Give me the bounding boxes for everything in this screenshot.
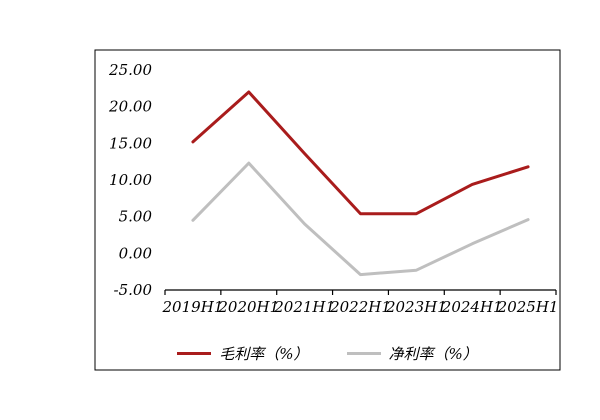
net-margin-series-line <box>191 161 530 277</box>
y-axis-tick-label: -5.00 <box>114 281 153 299</box>
x-axis-category-label: 2025H1 <box>497 298 559 316</box>
x-axis-category-label: 2019H1 <box>162 298 224 316</box>
gross-margin-series-line <box>191 90 530 216</box>
x-axis-category-label: 2022H1 <box>329 298 391 316</box>
legend-item-net-margin: 净利率（%） <box>346 343 478 364</box>
legend-label-gross-margin: 毛利率（%） <box>219 344 309 363</box>
legend-label-net-margin: 净利率（%） <box>388 344 478 363</box>
y-axis-tick-label: 10.00 <box>109 171 152 189</box>
y-axis-tick-label: 0.00 <box>119 244 153 262</box>
y-axis-tick-label: 15.00 <box>109 134 152 152</box>
legend-item-gross-margin: 毛利率（%） <box>177 343 309 364</box>
x-axis-category-label: 2024H1 <box>441 298 503 316</box>
gross-margin-line-swatch <box>177 351 212 355</box>
y-axis-tick-label: 5.00 <box>119 208 153 226</box>
chart-legend: 毛利率（%） 净利率（%） <box>95 340 560 366</box>
x-axis-category-label: 2023H1 <box>385 298 447 316</box>
y-axis-tick-label: 20.00 <box>108 98 152 116</box>
x-axis-category-label: 2021H1 <box>273 298 335 316</box>
x-axis-category-label: 2020H1 <box>217 298 279 316</box>
y-axis-tick-label: 25.00 <box>108 61 152 79</box>
net-margin-line-swatch <box>346 351 381 355</box>
chart-frame <box>94 49 561 371</box>
